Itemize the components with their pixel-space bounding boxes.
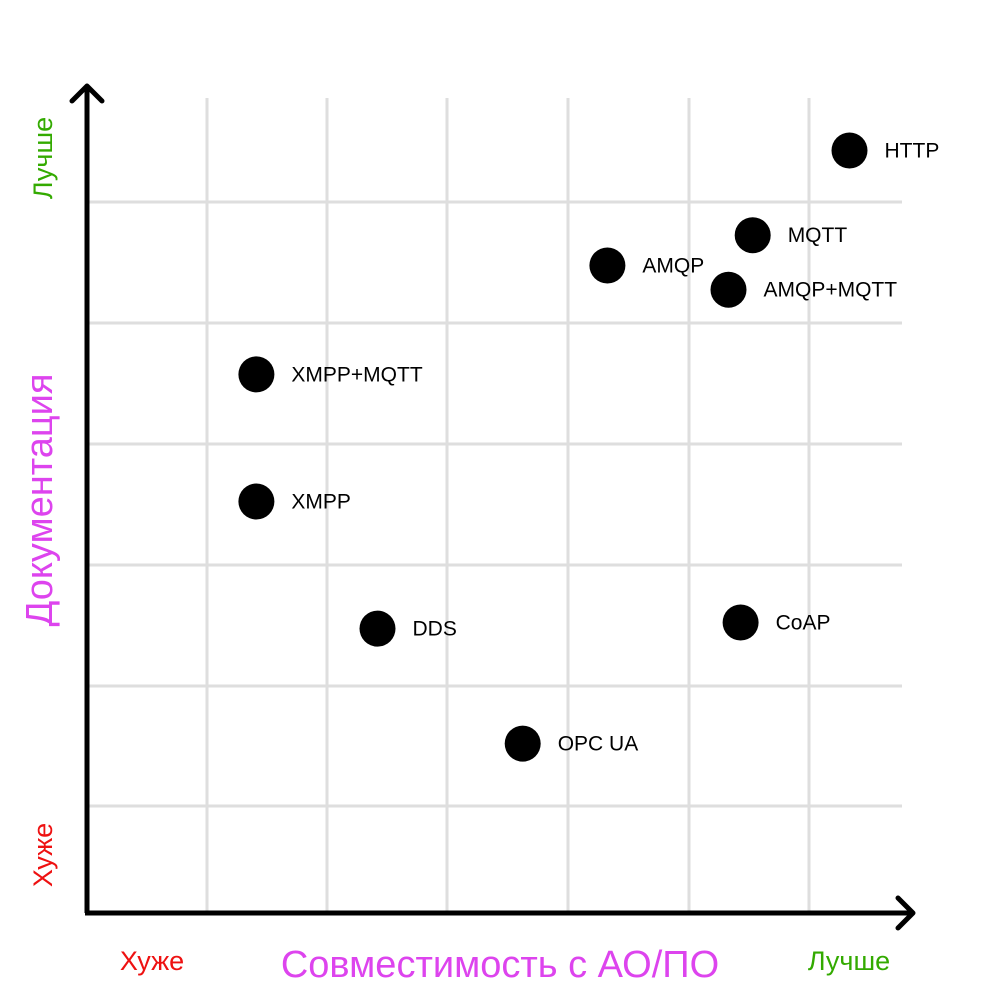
data-point (504, 725, 541, 762)
data-point-label: MQTT (788, 224, 848, 247)
data-point (238, 483, 275, 520)
data-point (734, 217, 771, 254)
data-point-label: AMQP+MQTT (764, 279, 898, 302)
data-point (710, 271, 747, 308)
data-point-label: CoAP (776, 612, 831, 635)
data-point-label: DDS (413, 618, 457, 641)
data-point (589, 247, 626, 284)
grid (89, 98, 902, 911)
y-axis-title: Документация (19, 374, 61, 627)
points: HTTP MQTT AMQP AMQP+MQTT XMPP+MQTT XMPP DDS CoA… (238, 132, 940, 762)
y-axis-better-label: Лучше (28, 117, 58, 199)
data-point (722, 604, 759, 641)
y-axis-arrow (69, 83, 105, 104)
x-axis-worse-label: Хуже (120, 946, 184, 976)
data-point-label: XMPP+MQTT (291, 363, 422, 386)
data-point-label: OPC UA (558, 733, 639, 756)
data-point-label: XMPP (291, 491, 351, 514)
axes (69, 83, 916, 931)
data-point (831, 132, 868, 169)
x-axis-better-label: Лучше (808, 946, 890, 976)
x-axis-arrow (895, 895, 916, 931)
x-axis-title: Совместимость с АО/ПО (281, 944, 719, 986)
data-point (359, 610, 396, 647)
data-point-label: AMQP (642, 255, 704, 278)
data-point-label: HTTP (885, 140, 940, 163)
data-point (238, 356, 275, 393)
y-axis-worse-label: Хуже (28, 823, 58, 887)
